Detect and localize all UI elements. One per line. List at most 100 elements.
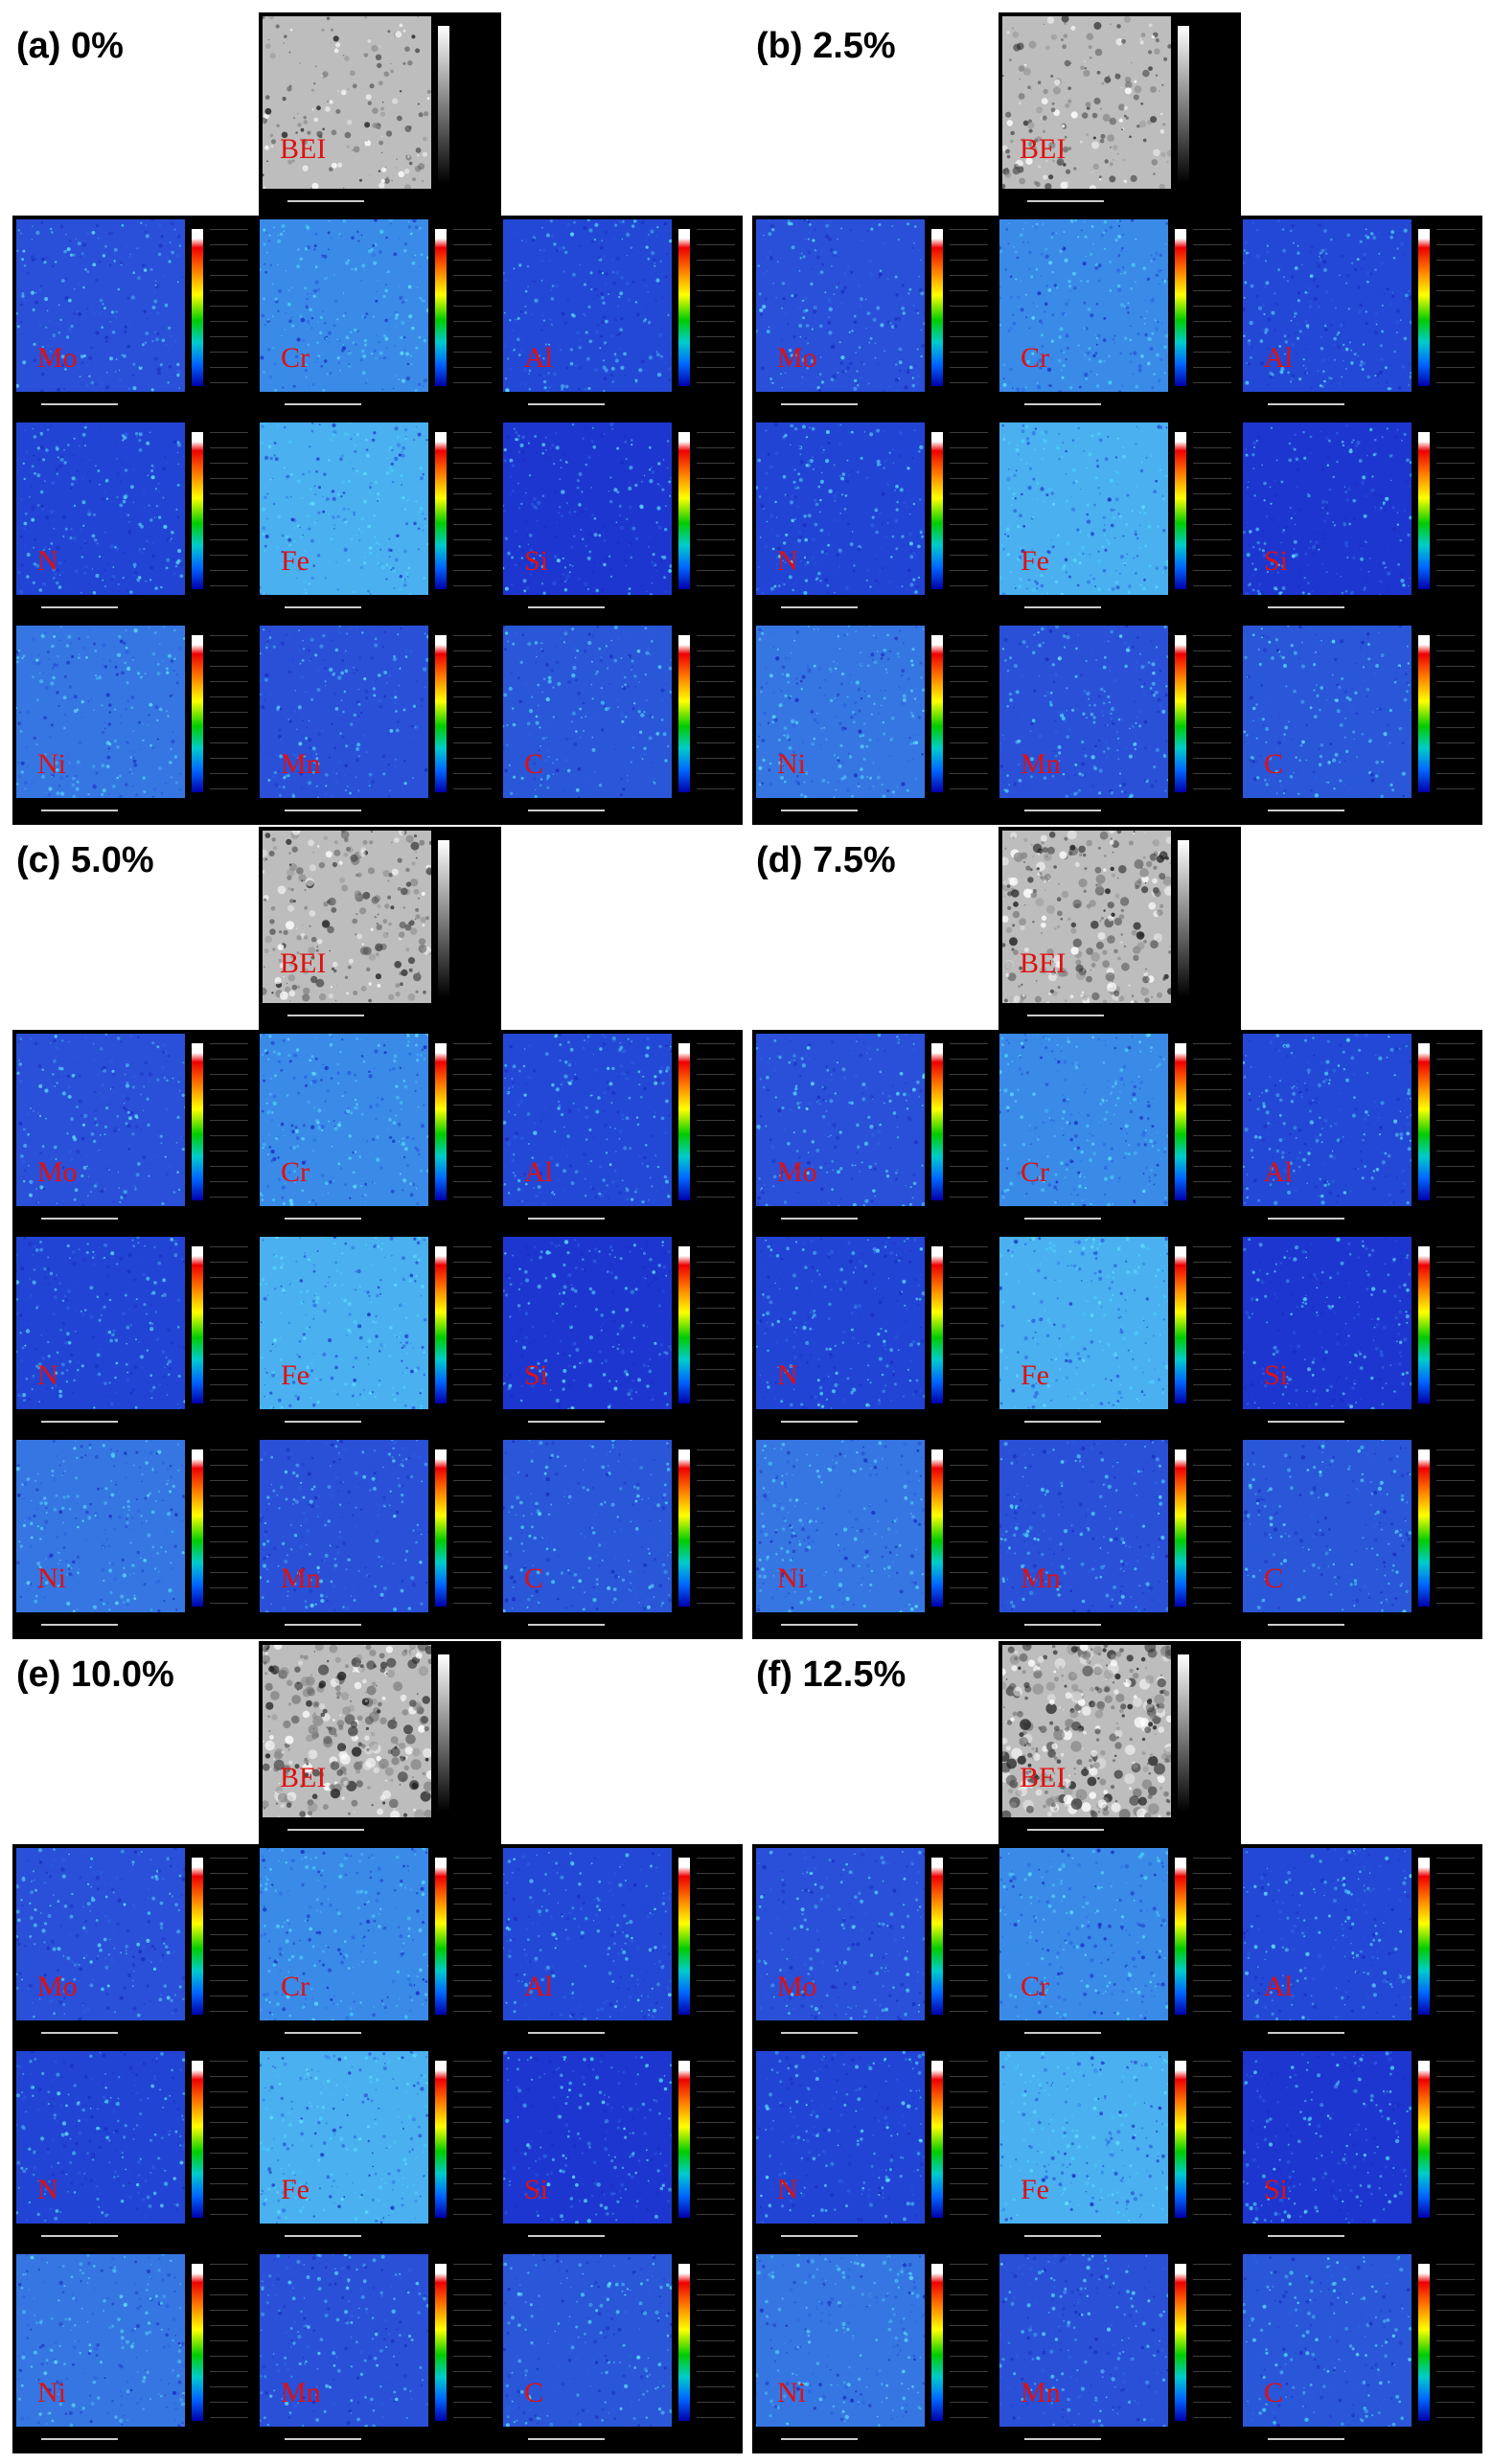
scale-bar: [285, 606, 361, 608]
element-map: Mo: [752, 216, 996, 419]
color-bar: [435, 635, 447, 792]
color-bar-ticks: [697, 1449, 735, 1607]
bei-image: BEI: [259, 1641, 501, 1844]
scale-bar: [1268, 2235, 1344, 2237]
color-bar-ticks: [1436, 1858, 1475, 2015]
element-label: Fe: [281, 545, 310, 577]
color-bar-ticks: [1436, 635, 1475, 792]
map-texture: [999, 219, 1168, 392]
scale-bar: [781, 606, 858, 608]
element-map: N: [12, 1233, 256, 1436]
color-bar: [192, 1043, 203, 1200]
color-bar: [1175, 1449, 1186, 1607]
color-bar: [1418, 432, 1430, 589]
grayscale-bar: [1178, 26, 1189, 183]
map-texture: [756, 1034, 925, 1206]
color-bar: [1418, 2061, 1430, 2218]
element-label: C: [1264, 748, 1284, 780]
map-texture: [756, 1848, 925, 2020]
element-label: N: [777, 2174, 798, 2205]
element-label: C: [1264, 1563, 1284, 1594]
color-bar: [931, 229, 943, 386]
scale-bar: [41, 1421, 118, 1423]
color-bar-ticks: [1193, 229, 1231, 386]
scale-bar: [1268, 1421, 1344, 1423]
color-bar: [192, 1858, 203, 2015]
map-image: Mn: [999, 626, 1168, 798]
map-texture: [503, 219, 672, 392]
element-map: Mo: [752, 1030, 996, 1233]
map-texture: [503, 1034, 672, 1206]
map-texture: [999, 626, 1168, 798]
color-bar-ticks: [210, 1858, 248, 2015]
element-label: Fe: [1021, 2174, 1049, 2205]
element-map: Mo: [12, 1030, 256, 1233]
color-bar: [931, 1858, 943, 2015]
color-bar: [1175, 2264, 1186, 2421]
element-map: Cr: [256, 1844, 499, 2047]
map-texture: [503, 2254, 672, 2427]
element-map: C: [1239, 2250, 1482, 2453]
color-bar-ticks: [1193, 2264, 1231, 2421]
map-texture: [1002, 831, 1171, 1003]
map-image: Al: [1243, 1034, 1412, 1206]
map-image: N: [756, 1237, 925, 1409]
grayscale-bar: [438, 26, 449, 183]
map-texture: [260, 626, 428, 798]
scale-bar: [528, 2235, 605, 2237]
color-bar: [1418, 635, 1430, 792]
element-label: Ni: [37, 748, 66, 780]
color-bar: [1418, 2264, 1430, 2421]
element-label: Mn: [281, 1563, 321, 1594]
scale-bar: [285, 1218, 361, 1220]
map-texture: [16, 219, 185, 392]
element-label: Cr: [281, 342, 310, 374]
bei-label: BEI: [1020, 133, 1067, 165]
color-bar-ticks: [210, 2264, 248, 2421]
color-bar-ticks: [1193, 1449, 1231, 1607]
scale-bar: [285, 1624, 361, 1626]
map-texture: [260, 1034, 428, 1206]
element-label: Cr: [1021, 1971, 1049, 2002]
color-bar-ticks: [950, 229, 988, 386]
map-image: Si: [503, 422, 672, 595]
element-map: Mn: [996, 2250, 1239, 2453]
element-label: Al: [524, 342, 553, 374]
element-label: N: [37, 2174, 58, 2205]
map-image: C: [503, 626, 672, 798]
color-bar: [1418, 1043, 1430, 1200]
color-bar: [678, 2061, 690, 2218]
element-map: Al: [499, 216, 743, 419]
bei-label: BEI: [1020, 947, 1067, 979]
color-bar-ticks: [697, 635, 735, 792]
element-map: N: [12, 419, 256, 622]
color-bar-ticks: [453, 1858, 492, 2015]
color-bar: [1418, 1858, 1430, 2015]
element-map: Al: [1239, 1030, 1482, 1233]
color-bar: [931, 1043, 943, 1200]
element-label: Al: [524, 1971, 553, 2002]
map-texture: [1002, 16, 1171, 189]
element-map: Cr: [256, 1030, 499, 1233]
scale-bar: [1268, 810, 1344, 811]
color-bar: [678, 635, 690, 792]
map-texture: [756, 626, 925, 798]
element-map: Ni: [12, 1436, 256, 1639]
color-bar-ticks: [1436, 1449, 1475, 1607]
color-bar: [678, 1449, 690, 1607]
map-texture: [756, 1440, 925, 1612]
color-bar-ticks: [1193, 2061, 1231, 2218]
color-bar: [1175, 1858, 1186, 2015]
map-grid: Mo Cr Al N Fe Si Ni Mn C: [12, 216, 743, 825]
map-image: Al: [503, 1034, 672, 1206]
element-map: Fe: [256, 2047, 499, 2250]
element-label: Ni: [37, 1563, 66, 1594]
bei-image: BEI: [998, 12, 1241, 216]
grayscale-bar: [1178, 840, 1189, 997]
map-texture: [263, 1645, 431, 1817]
scale-bar: [781, 1624, 858, 1626]
color-bar: [1175, 432, 1186, 589]
element-map: Mn: [256, 2250, 499, 2453]
color-bar-ticks: [453, 1449, 492, 1607]
map-image: Cr: [260, 1848, 428, 2020]
